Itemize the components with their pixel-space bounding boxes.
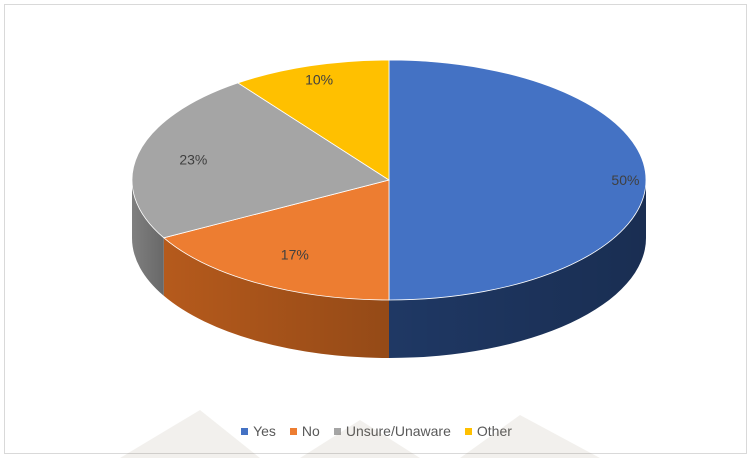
chart-legend: Yes No Unsure/Unaware Other (0, 421, 753, 441)
pie-slice-other[interactable] (237, 59, 390, 181)
pie-side-shade-no (163, 237, 389, 358)
pie-sides (132, 180, 646, 358)
legend-label-no: No (301, 423, 320, 439)
pie-labels: 50% 17% 23% 10% (179, 72, 639, 263)
pie-side-shade-unsure-unaware (132, 180, 164, 296)
legend-swatch-yes (241, 427, 249, 435)
legend-swatch-unsure (333, 427, 341, 435)
legend-label-unsure: Unsure/Unaware (345, 423, 451, 439)
watermark-graphic (120, 410, 600, 458)
legend-item-other: Other (464, 423, 512, 439)
legend-item-unsure: Unsure/Unaware (333, 423, 451, 439)
pie-side-shade-yes (389, 180, 646, 358)
legend-swatch-no (289, 427, 297, 435)
legend-swatch-other (464, 427, 472, 435)
pie-slice-yes[interactable] (388, 59, 647, 301)
data-label-other: 10% (305, 72, 333, 88)
pie-slice-unsure-unaware[interactable] (131, 82, 390, 239)
data-label-yes: 50% (611, 172, 639, 188)
data-label-no: 17% (281, 246, 309, 262)
legend-item-no: No (289, 423, 320, 439)
legend-label-other: Other (476, 423, 512, 439)
pie-tops (131, 59, 647, 301)
legend-label-yes: Yes (253, 423, 276, 439)
pie-slice-no[interactable] (162, 179, 390, 301)
data-label-unsure-unaware: 23% (179, 152, 207, 168)
legend-item-yes: Yes (241, 423, 276, 439)
